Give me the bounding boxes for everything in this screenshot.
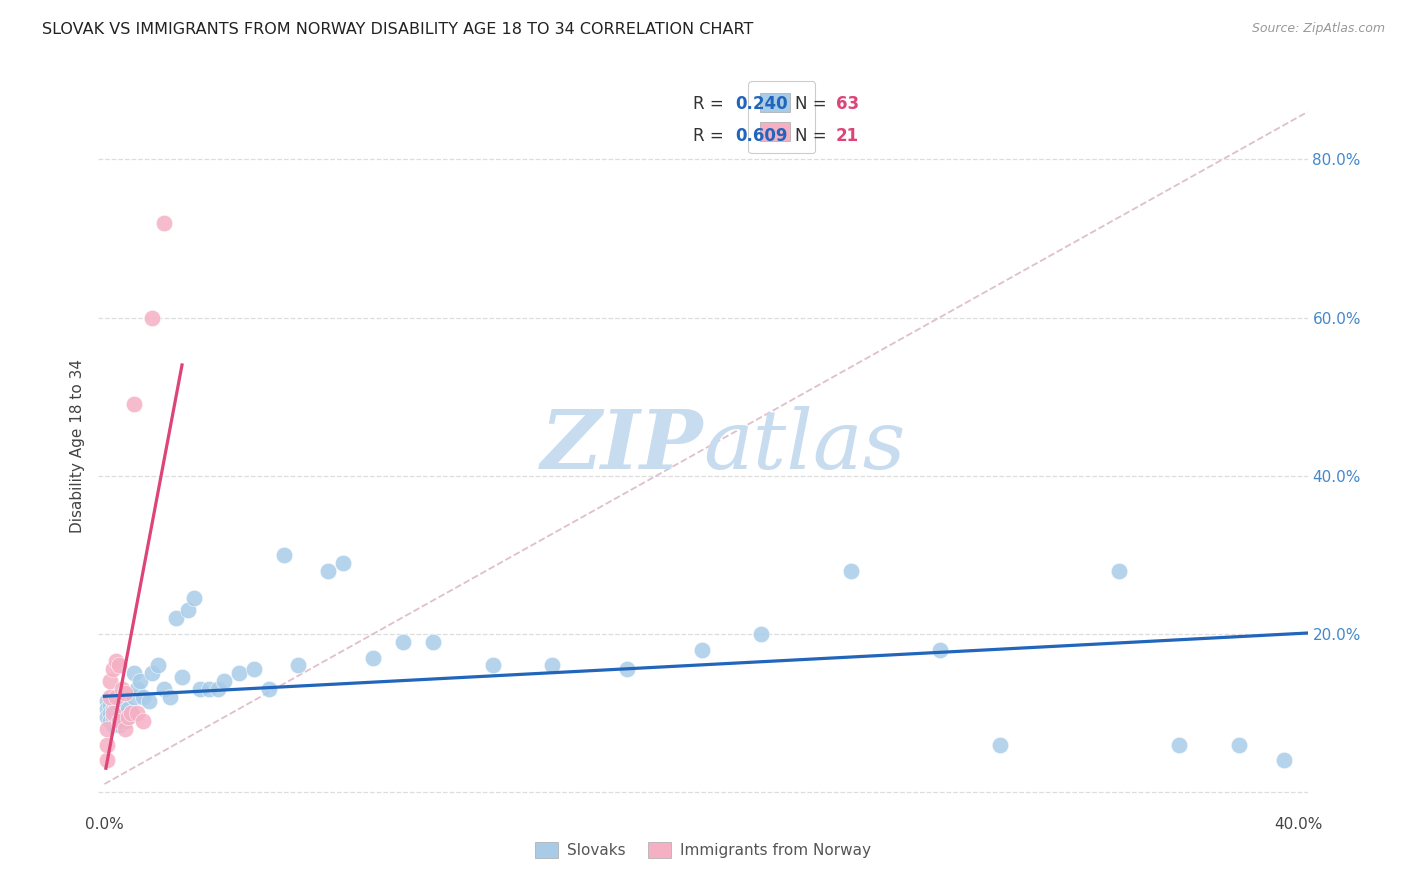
Point	[105, 714, 128, 728]
Point	[183, 591, 205, 606]
Point	[98, 690, 121, 704]
Point	[117, 710, 139, 724]
Point	[103, 694, 125, 708]
Point	[114, 686, 136, 700]
Point	[749, 627, 772, 641]
Point	[108, 698, 131, 712]
Point	[122, 666, 145, 681]
Point	[422, 634, 444, 648]
Point	[96, 694, 118, 708]
Text: Source: ZipAtlas.com: Source: ZipAtlas.com	[1251, 22, 1385, 36]
Point	[122, 690, 145, 704]
Text: ZIP: ZIP	[540, 406, 703, 486]
Point	[839, 564, 862, 578]
Point	[103, 706, 125, 720]
Point	[616, 662, 638, 676]
Point	[257, 682, 280, 697]
Point	[228, 666, 250, 681]
Point	[108, 717, 131, 731]
Point	[153, 682, 176, 697]
Point	[105, 690, 128, 704]
Point	[1108, 564, 1130, 578]
Point	[98, 674, 121, 689]
Point	[105, 698, 128, 712]
Point	[105, 655, 128, 669]
Point	[392, 634, 415, 648]
Point	[111, 706, 134, 720]
Point	[138, 694, 160, 708]
Point	[108, 658, 131, 673]
Point	[96, 702, 118, 716]
Point	[1227, 738, 1250, 752]
Point	[96, 753, 118, 767]
Point	[120, 706, 142, 720]
Point	[332, 556, 354, 570]
Point	[929, 642, 952, 657]
Point	[1168, 738, 1191, 752]
Point	[1272, 753, 1295, 767]
Point	[188, 682, 211, 697]
Point	[198, 682, 221, 697]
Text: 21: 21	[837, 127, 859, 145]
Point	[146, 658, 169, 673]
Point	[103, 717, 125, 731]
Point	[242, 662, 264, 676]
Point	[287, 658, 309, 673]
Point	[127, 706, 149, 720]
Point	[117, 702, 139, 716]
Point	[318, 564, 340, 578]
Point	[114, 706, 136, 720]
Point	[114, 714, 136, 728]
Point	[212, 674, 235, 689]
Point	[141, 666, 163, 681]
Point	[988, 738, 1011, 752]
Text: R =: R =	[693, 95, 730, 112]
Point	[127, 682, 149, 697]
Point	[159, 690, 181, 704]
Point	[132, 690, 155, 704]
Point	[108, 710, 131, 724]
Point	[141, 310, 163, 325]
Point	[153, 216, 176, 230]
Text: 0.240: 0.240	[735, 95, 789, 112]
Point	[98, 706, 121, 720]
Point	[103, 702, 125, 716]
Point	[117, 710, 139, 724]
Text: N =: N =	[794, 95, 832, 112]
Point	[96, 722, 118, 736]
Legend: Slovaks, Immigrants from Norway: Slovaks, Immigrants from Norway	[529, 836, 877, 864]
Text: N =: N =	[794, 127, 832, 145]
Y-axis label: Disability Age 18 to 34: Disability Age 18 to 34	[70, 359, 86, 533]
Point	[132, 714, 155, 728]
Point	[96, 738, 118, 752]
Point	[103, 710, 125, 724]
Point	[105, 706, 128, 720]
Point	[177, 603, 200, 617]
Point	[129, 674, 152, 689]
Point	[165, 611, 187, 625]
Point	[111, 702, 134, 716]
Text: atlas: atlas	[703, 406, 905, 486]
Point	[541, 658, 564, 673]
Point	[170, 670, 193, 684]
Point	[96, 710, 118, 724]
Point	[207, 682, 229, 697]
Point	[120, 706, 142, 720]
Point	[98, 698, 121, 712]
Point	[122, 397, 145, 411]
Point	[108, 714, 131, 728]
Point	[690, 642, 713, 657]
Text: SLOVAK VS IMMIGRANTS FROM NORWAY DISABILITY AGE 18 TO 34 CORRELATION CHART: SLOVAK VS IMMIGRANTS FROM NORWAY DISABIL…	[42, 22, 754, 37]
Point	[103, 662, 125, 676]
Text: 0.609: 0.609	[735, 127, 789, 145]
Point	[273, 548, 295, 562]
Text: R =: R =	[693, 127, 730, 145]
Point	[114, 722, 136, 736]
Point	[111, 682, 134, 697]
Point	[481, 658, 503, 673]
Point	[361, 650, 384, 665]
Point	[98, 714, 121, 728]
Text: 63: 63	[837, 95, 859, 112]
